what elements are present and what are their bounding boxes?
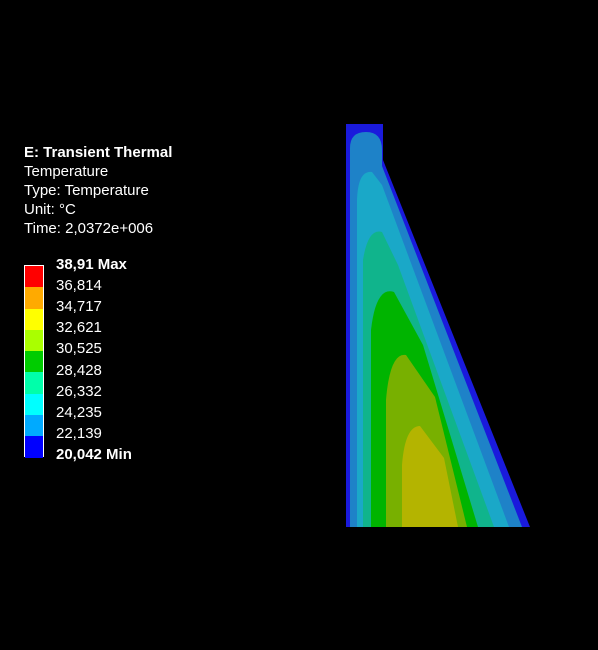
color-scale-label: 24,235 xyxy=(56,403,102,421)
color-scale-label: 30,525 xyxy=(56,340,102,358)
result-name: Temperature xyxy=(24,163,109,180)
color-swatch xyxy=(25,436,43,458)
color-scale-label: 20,042 Min xyxy=(56,446,132,463)
color-swatch xyxy=(25,351,43,373)
color-scale-label: 34,717 xyxy=(56,298,102,316)
color-swatch xyxy=(25,308,43,330)
color-swatch xyxy=(25,287,43,309)
color-swatch xyxy=(25,266,43,288)
contour-band-6 xyxy=(402,426,458,527)
color-scale-label: 26,332 xyxy=(56,382,102,400)
color-scale-label: 22,139 xyxy=(56,424,102,442)
color-scale-bar xyxy=(24,265,44,458)
color-scale-label: 38,91 Max xyxy=(56,256,127,273)
result-unit: Unit: °C xyxy=(24,201,76,218)
result-legend: E: Transient Thermal Temperature Type: T… xyxy=(24,143,172,238)
color-scale-label: 32,621 xyxy=(56,319,102,337)
analysis-title: E: Transient Thermal xyxy=(24,144,173,161)
color-swatch xyxy=(25,329,43,352)
result-type: Type: Temperature xyxy=(24,182,149,199)
result-time: Time: 2,0372e+006 xyxy=(24,220,154,237)
color-swatch xyxy=(25,372,43,394)
color-swatch xyxy=(25,415,43,437)
color-scale-label: 28,428 xyxy=(56,361,102,379)
color-scale-label: 36,814 xyxy=(56,277,102,295)
color-swatch xyxy=(25,393,43,416)
